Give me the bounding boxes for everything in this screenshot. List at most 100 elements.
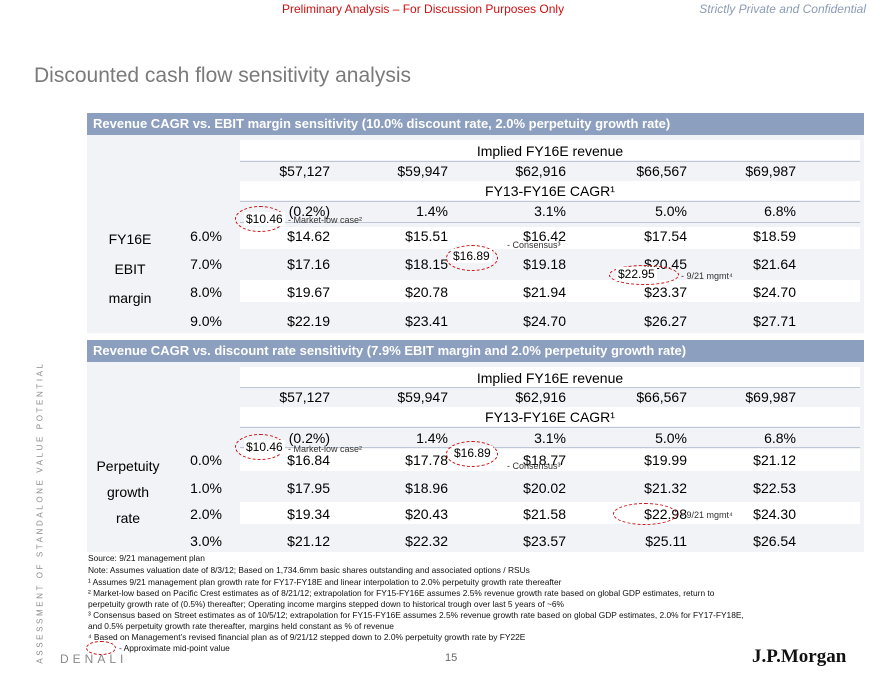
table1-cell: $16.42 bbox=[523, 228, 566, 244]
table2-rev-4: $66,567 bbox=[636, 389, 687, 405]
table1-cagr-box bbox=[240, 181, 860, 200]
table2-cell: $23.57 bbox=[523, 533, 566, 549]
table2-rev-5: $69,987 bbox=[745, 389, 796, 405]
legend-label: - Approximate mid-point value bbox=[119, 643, 230, 653]
table1-rule bbox=[240, 222, 860, 223]
table1-cagr-3: 3.1% bbox=[534, 203, 566, 219]
table2-cell: $26.54 bbox=[753, 533, 796, 549]
table1-row-label: FY16E bbox=[108, 231, 152, 247]
table2-cell: $21.58 bbox=[523, 506, 566, 522]
table1-cell: $23.37 bbox=[644, 284, 687, 300]
table2-cell: $24.30 bbox=[753, 506, 796, 522]
table2-row-value: 0.0% bbox=[190, 452, 222, 468]
table2-cell: $21.12 bbox=[287, 533, 330, 549]
table1-cell: $14.62 bbox=[287, 228, 330, 244]
page-number: 15 bbox=[445, 652, 458, 664]
table2-cagr-label: FY13-FY16E CAGR¹ bbox=[485, 409, 615, 425]
table2-cell: $25.11 bbox=[645, 533, 687, 549]
table1-cell: $18.15 bbox=[405, 256, 448, 272]
mgmt-value: $22.95 bbox=[616, 267, 657, 281]
table2-cell: $17.78 bbox=[405, 452, 448, 468]
table2-cell: $20.43 bbox=[405, 506, 448, 522]
table2-cell: $19.34 bbox=[287, 506, 330, 522]
footer-brand: DENALI bbox=[60, 652, 128, 666]
footnote: ³ Consensus based on Street estimates as… bbox=[88, 610, 744, 620]
table1-cell: $20.78 bbox=[405, 284, 448, 300]
table2-cell: $22.53 bbox=[753, 480, 796, 496]
table2-rule bbox=[240, 387, 860, 388]
mgmt-label: - 9/21 mgmt⁴ bbox=[681, 510, 733, 520]
page-title: Discounted cash flow sensitivity analysi… bbox=[34, 64, 411, 87]
table1-cagr-label: FY13-FY16E CAGR¹ bbox=[485, 183, 615, 199]
table1-cagr-1: (0.2%) bbox=[288, 203, 330, 219]
table1-cell: $21.64 bbox=[753, 256, 796, 272]
table1-rev-1: $57,127 bbox=[279, 163, 330, 179]
table1-cell: $17.54 bbox=[644, 228, 687, 244]
table2-cagr-4: 5.0% bbox=[655, 430, 687, 446]
table1-cagr-4: 5.0% bbox=[655, 203, 687, 219]
table1-cell: $24.70 bbox=[753, 284, 796, 300]
side-caption: ASSESSMENT OF STANDALONE VALUE POTENTIAL bbox=[35, 361, 45, 664]
consensus-marker bbox=[446, 245, 498, 271]
table1-cell: $27.71 bbox=[753, 313, 796, 329]
table1-cell: $19.18 bbox=[523, 256, 566, 272]
table2-row-label: growth bbox=[106, 484, 150, 500]
table1-row-6-box bbox=[240, 227, 860, 249]
table2-cell: $17.95 bbox=[287, 480, 330, 496]
table1-band: Revenue CAGR vs. EBIT margin sensitivity… bbox=[87, 113, 864, 135]
table1-row-label: EBIT bbox=[114, 261, 146, 277]
table1-rev-3: $62,916 bbox=[515, 163, 566, 179]
footnote: Note: Assumes valuation date of 8/3/12; … bbox=[88, 565, 530, 575]
table2-implied-box bbox=[240, 367, 860, 387]
footnote: ⁴ Based on Management’s revised financia… bbox=[88, 632, 526, 642]
table1-cell: $24.70 bbox=[523, 313, 566, 329]
table1-rev-5: $69,987 bbox=[745, 163, 796, 179]
consensus-value: $16.89 bbox=[452, 446, 493, 460]
table1-cell: $15.51 bbox=[405, 228, 448, 244]
table1-cagr-5: 6.8% bbox=[764, 203, 796, 219]
table1-cell: $17.16 bbox=[287, 256, 330, 272]
table1-rev-2: $59,947 bbox=[397, 163, 448, 179]
table1-cell: $22.19 bbox=[287, 313, 330, 329]
table1-row-value: 9.0% bbox=[190, 313, 222, 329]
table1-cell: $18.59 bbox=[753, 228, 796, 244]
table2-cagr-1: (0.2%) bbox=[288, 430, 330, 446]
mgmt-marker bbox=[613, 503, 677, 525]
table2-cell: $21.12 bbox=[753, 452, 796, 468]
footnote: Source: 9/21 management plan bbox=[88, 553, 205, 563]
table2-rev-1: $57,127 bbox=[279, 389, 330, 405]
table2-row-2-box bbox=[240, 502, 860, 524]
footnote: perpetuity growth rate of (0.5%) thereaf… bbox=[88, 599, 564, 609]
table1-row-value: 6.0% bbox=[190, 228, 222, 244]
table1-cell: $26.27 bbox=[644, 313, 687, 329]
consensus-label: - Consensus³ bbox=[507, 461, 561, 471]
table2-cell: $18.77 bbox=[523, 452, 566, 468]
table1-rev-4: $66,567 bbox=[636, 163, 687, 179]
table2-row-value: 2.0% bbox=[190, 506, 222, 522]
table1-implied-box bbox=[240, 140, 860, 160]
legend-marker bbox=[86, 641, 116, 655]
header-confidential-note: Strictly Private and Confidential bbox=[699, 2, 866, 16]
table1-cell: $21.94 bbox=[523, 284, 566, 300]
table2-cell: $19.99 bbox=[644, 452, 687, 468]
table1-rule bbox=[240, 201, 860, 202]
table2-cell: $18.96 bbox=[405, 480, 448, 496]
table2-row-label: Perpetuity bbox=[96, 458, 160, 474]
table2-cagr-3: 3.1% bbox=[534, 430, 566, 446]
table1-row-value: 7.0% bbox=[190, 256, 222, 272]
table1-cell: $23.41 bbox=[405, 313, 448, 329]
table1-row-value: 8.0% bbox=[190, 284, 222, 300]
consensus-marker bbox=[446, 441, 498, 467]
table1-row-8-box bbox=[240, 280, 860, 302]
market-low-label: - Market-low case² bbox=[288, 444, 363, 454]
table2-cagr-box bbox=[240, 407, 860, 426]
jpmorgan-logo: J.P.Morgan bbox=[752, 646, 847, 667]
table2-cell: $16.84 bbox=[287, 452, 330, 468]
table2-cell: $21.32 bbox=[644, 480, 687, 496]
table2-row-label: rate bbox=[115, 510, 141, 526]
table2-band: Revenue CAGR vs. discount rate sensitivi… bbox=[87, 340, 864, 362]
table2-cell: $20.02 bbox=[523, 480, 566, 496]
table2-row-value: 1.0% bbox=[190, 480, 222, 496]
mgmt-marker bbox=[609, 265, 679, 285]
table2-implied-label: Implied FY16E revenue bbox=[476, 370, 624, 386]
